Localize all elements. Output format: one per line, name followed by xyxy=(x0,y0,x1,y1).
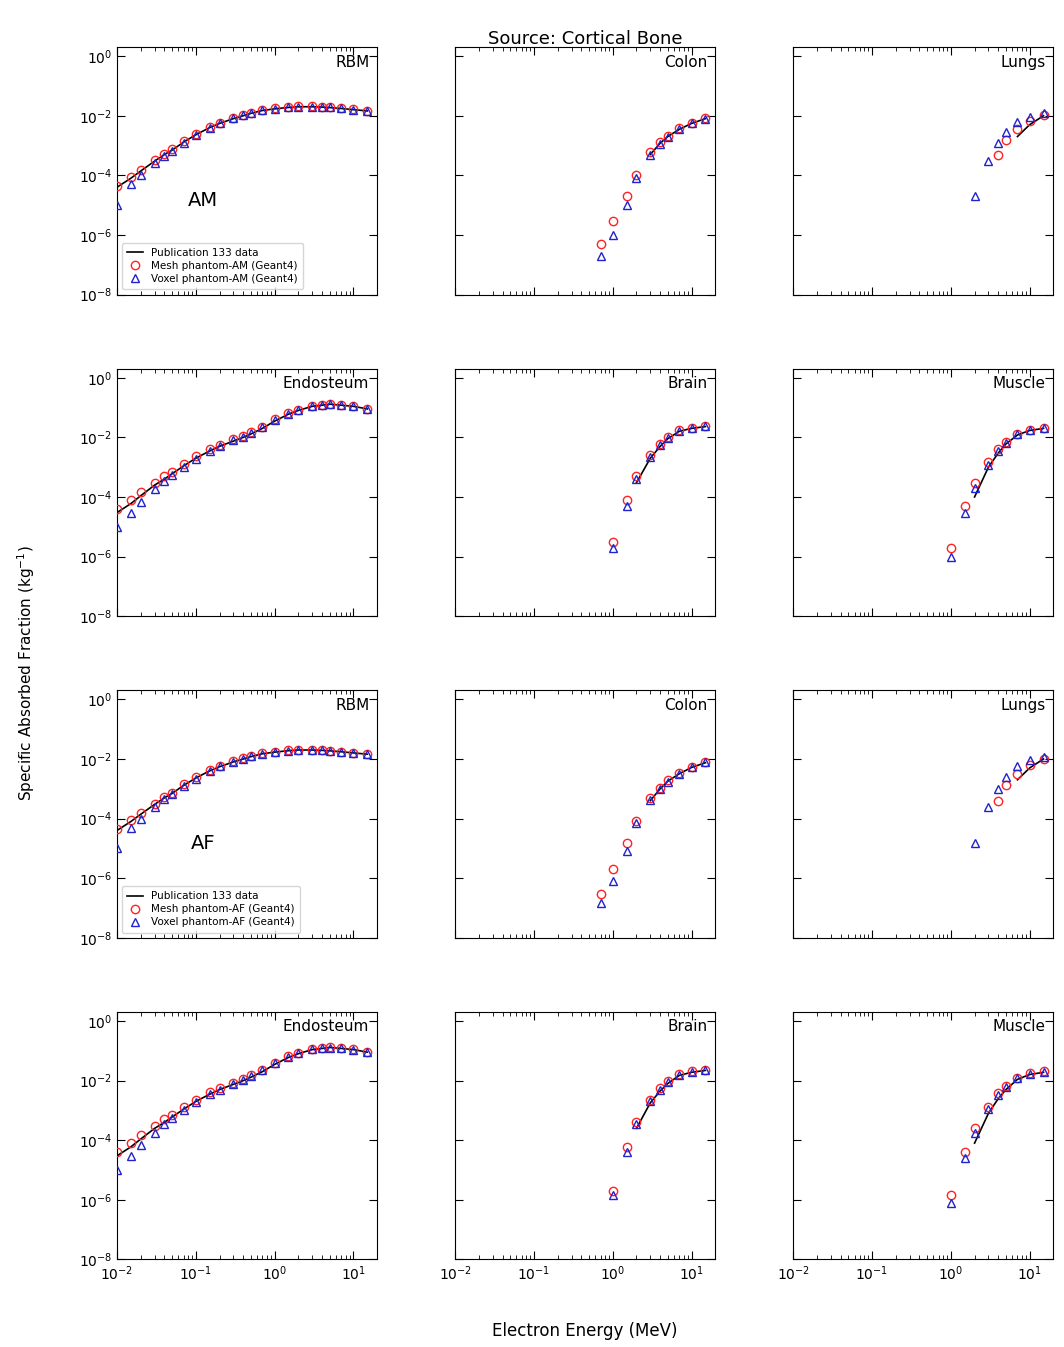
Text: Brain: Brain xyxy=(667,1020,708,1034)
Text: Lungs: Lungs xyxy=(1000,55,1046,70)
Text: Lungs: Lungs xyxy=(1000,698,1046,713)
Text: Endosteum: Endosteum xyxy=(283,1020,369,1034)
Text: Specific Absorbed Fraction (kg$^{-1}$): Specific Absorbed Fraction (kg$^{-1}$) xyxy=(16,546,37,801)
Text: Endosteum: Endosteum xyxy=(283,376,369,391)
Text: AM: AM xyxy=(188,191,218,210)
Text: RBM: RBM xyxy=(335,55,369,70)
Text: Muscle: Muscle xyxy=(993,1020,1046,1034)
Text: Muscle: Muscle xyxy=(993,376,1046,391)
Text: Electron Energy (MeV): Electron Energy (MeV) xyxy=(493,1323,678,1340)
Text: Source: Cortical Bone: Source: Cortical Bone xyxy=(488,30,682,47)
Text: RBM: RBM xyxy=(335,698,369,713)
Legend: Publication 133 data, Mesh phantom-AF (Geant4), Voxel phantom-AF (Geant4): Publication 133 data, Mesh phantom-AF (G… xyxy=(122,886,300,932)
Legend: Publication 133 data, Mesh phantom-AM (Geant4), Voxel phantom-AM (Geant4): Publication 133 data, Mesh phantom-AM (G… xyxy=(122,242,303,290)
Text: AF: AF xyxy=(190,834,215,853)
Text: Colon: Colon xyxy=(664,55,708,70)
Text: Brain: Brain xyxy=(667,376,708,391)
Text: Colon: Colon xyxy=(664,698,708,713)
